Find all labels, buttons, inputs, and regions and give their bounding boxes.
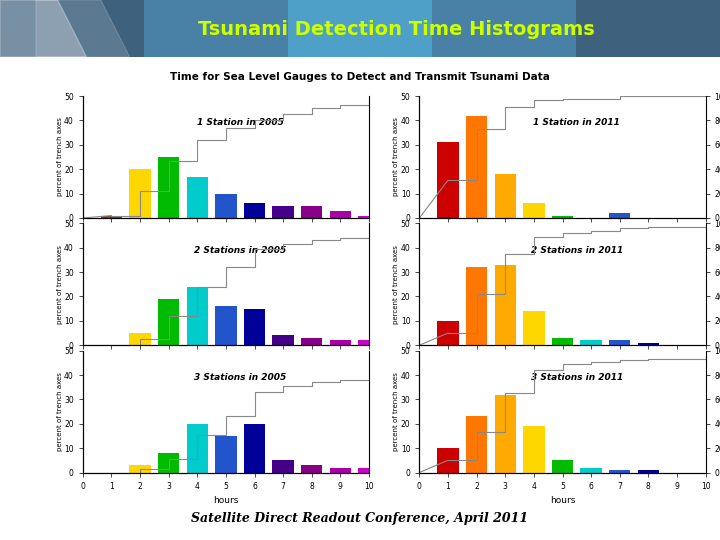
Bar bbox=[158, 299, 179, 345]
Bar bbox=[244, 309, 265, 345]
Bar bbox=[215, 194, 237, 218]
Polygon shape bbox=[0, 0, 86, 57]
Bar bbox=[387, 470, 408, 472]
Bar bbox=[130, 333, 150, 345]
Y-axis label: percent of trench axes: percent of trench axes bbox=[57, 372, 63, 451]
Bar bbox=[415, 215, 437, 218]
Bar bbox=[437, 143, 459, 218]
Bar bbox=[552, 460, 573, 472]
Bar bbox=[415, 470, 437, 472]
Bar bbox=[552, 215, 573, 218]
Bar bbox=[609, 470, 631, 472]
Bar bbox=[301, 465, 323, 472]
Bar bbox=[437, 448, 459, 472]
Bar bbox=[495, 265, 516, 345]
Bar bbox=[437, 321, 459, 345]
Bar bbox=[609, 213, 631, 218]
Bar bbox=[186, 177, 208, 218]
Bar bbox=[387, 343, 408, 345]
Bar bbox=[272, 206, 294, 218]
Text: 1 Station in 2011: 1 Station in 2011 bbox=[534, 118, 620, 127]
Text: Satellite Direct Readout Conference, April 2011: Satellite Direct Readout Conference, Apr… bbox=[192, 512, 528, 525]
Bar bbox=[0, 0, 144, 57]
Bar bbox=[330, 340, 351, 345]
Bar bbox=[576, 0, 720, 57]
Bar bbox=[638, 343, 659, 345]
Text: 3 Stations in 2005: 3 Stations in 2005 bbox=[194, 373, 287, 382]
Bar bbox=[466, 116, 487, 218]
Bar bbox=[130, 465, 150, 472]
Polygon shape bbox=[36, 0, 130, 57]
Bar bbox=[272, 335, 294, 345]
Bar bbox=[186, 287, 208, 345]
Bar bbox=[158, 453, 179, 472]
Bar bbox=[359, 340, 379, 345]
Y-axis label: percent of trench axes: percent of trench axes bbox=[393, 245, 399, 324]
Bar bbox=[523, 204, 544, 218]
Bar bbox=[359, 468, 379, 472]
Text: 2 Stations in 2011: 2 Stations in 2011 bbox=[531, 246, 623, 255]
Bar bbox=[215, 436, 237, 472]
Bar bbox=[466, 416, 487, 472]
X-axis label: hours: hours bbox=[213, 496, 238, 505]
Bar bbox=[415, 343, 437, 345]
Bar bbox=[330, 468, 351, 472]
Text: Tsunami Detection Time Histograms: Tsunami Detection Time Histograms bbox=[197, 20, 595, 39]
Text: 1 Station in 2005: 1 Station in 2005 bbox=[197, 118, 284, 127]
X-axis label: hours: hours bbox=[550, 496, 575, 505]
Text: 3 Stations in 2011: 3 Stations in 2011 bbox=[531, 373, 623, 382]
Bar bbox=[523, 311, 544, 345]
Bar bbox=[580, 468, 602, 472]
Text: Time for Sea Level Gauges to Detect and Transmit Tsunami Data: Time for Sea Level Gauges to Detect and … bbox=[170, 72, 550, 82]
Bar bbox=[432, 0, 576, 57]
Bar bbox=[288, 0, 432, 57]
Y-axis label: percent of trench axes: percent of trench axes bbox=[57, 245, 63, 324]
Y-axis label: percent of trench axes: percent of trench axes bbox=[393, 118, 399, 197]
Bar bbox=[158, 157, 179, 218]
Bar bbox=[466, 267, 487, 345]
Y-axis label: percent of trench axes: percent of trench axes bbox=[57, 118, 63, 197]
Bar bbox=[495, 395, 516, 472]
Bar bbox=[272, 460, 294, 472]
Bar bbox=[359, 215, 379, 218]
Bar bbox=[301, 338, 323, 345]
Bar bbox=[495, 174, 516, 218]
Bar bbox=[215, 306, 237, 345]
Bar bbox=[552, 338, 573, 345]
Bar bbox=[301, 206, 323, 218]
Bar bbox=[186, 424, 208, 472]
Bar bbox=[244, 204, 265, 218]
Bar bbox=[144, 0, 288, 57]
Y-axis label: percent of trench axes: percent of trench axes bbox=[393, 372, 399, 451]
Bar bbox=[244, 424, 265, 472]
Bar bbox=[638, 470, 659, 472]
Text: 2 Stations in 2005: 2 Stations in 2005 bbox=[194, 246, 287, 255]
Bar bbox=[580, 340, 602, 345]
Bar bbox=[523, 426, 544, 472]
Bar bbox=[609, 340, 631, 345]
Bar bbox=[330, 211, 351, 218]
Bar bbox=[130, 169, 150, 218]
Bar bbox=[101, 215, 122, 218]
